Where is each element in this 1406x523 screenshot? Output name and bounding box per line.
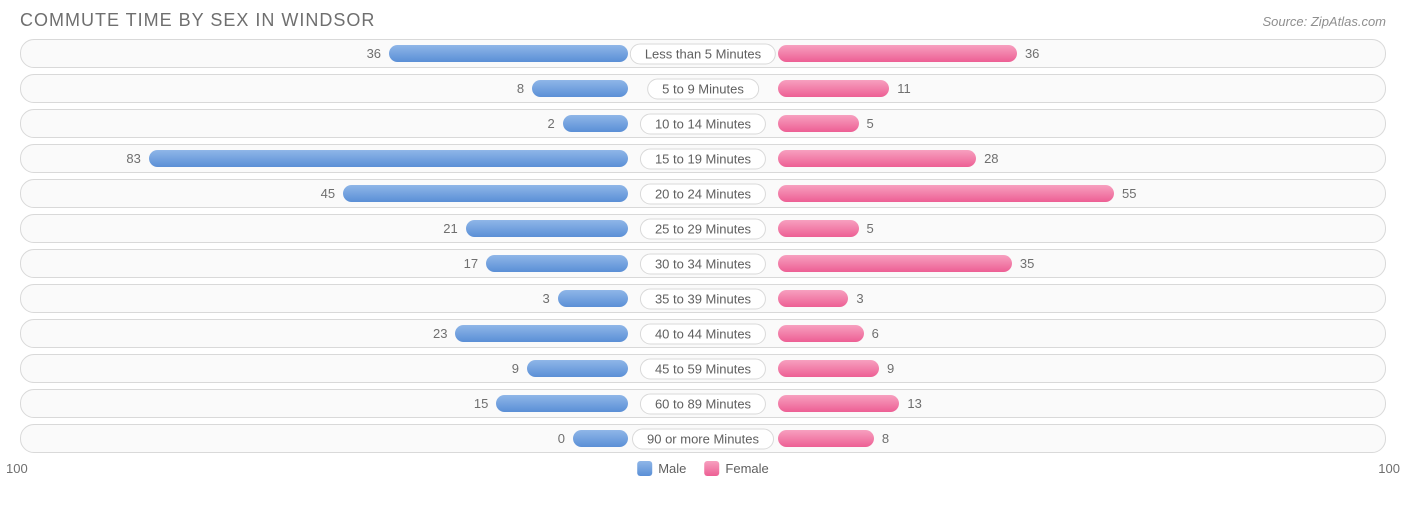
chart-row: 83 28 15 to 19 Minutes: [20, 144, 1386, 173]
chart-row: 45 55 20 to 24 Minutes: [20, 179, 1386, 208]
male-value: 3: [534, 291, 557, 306]
male-bar: [532, 80, 628, 97]
axis-max-right: 100: [1378, 461, 1400, 476]
female-bar: [778, 430, 874, 447]
female-value: 5: [859, 221, 882, 236]
male-bar: [149, 150, 628, 167]
chart-row: 17 35 30 to 34 Minutes: [20, 249, 1386, 278]
chart-row: 8 11 5 to 9 Minutes: [20, 74, 1386, 103]
female-bar: [778, 360, 879, 377]
male-swatch-icon: [637, 461, 652, 476]
female-value: 5: [859, 116, 882, 131]
female-value: 8: [874, 431, 897, 446]
male-value: 9: [504, 361, 527, 376]
category-label: 60 to 89 Minutes: [640, 393, 766, 414]
female-bar: [778, 45, 1017, 62]
female-value: 28: [976, 151, 1006, 166]
diverging-bar-chart: 3636Less than 5 Minutes8115 to 9 Minutes…: [0, 39, 1406, 453]
legend-item-male: Male: [637, 461, 686, 476]
female-bar: [778, 220, 859, 237]
chart-row: 23 6 40 to 44 Minutes: [20, 319, 1386, 348]
category-label: 25 to 29 Minutes: [640, 218, 766, 239]
category-label: 5 to 9 Minutes: [647, 78, 759, 99]
female-bar: [778, 395, 899, 412]
male-bar: [389, 45, 628, 62]
female-bar: [778, 150, 976, 167]
male-bar: [563, 115, 628, 132]
chart-title: COMMUTE TIME BY SEX IN WINDSOR: [20, 10, 375, 31]
legend: Male Female: [637, 461, 769, 476]
legend-female-label: Female: [725, 461, 768, 476]
category-label: 35 to 39 Minutes: [640, 288, 766, 309]
axis-row: 100 Male Female 100: [0, 459, 1406, 476]
legend-item-female: Female: [704, 461, 768, 476]
chart-row: 15 13 60 to 89 Minutes: [20, 389, 1386, 418]
female-bar: [778, 80, 889, 97]
female-swatch-icon: [704, 461, 719, 476]
axis-max-left: 100: [6, 461, 28, 476]
female-value: 55: [1114, 186, 1144, 201]
male-value: 2: [540, 116, 563, 131]
female-bar: [778, 185, 1114, 202]
female-bar: [778, 115, 859, 132]
female-value: 11: [889, 81, 919, 96]
chart-row: 0 8 90 or more Minutes: [20, 424, 1386, 453]
male-value: 23: [425, 326, 455, 341]
male-bar: [496, 395, 628, 412]
male-value: 36: [359, 46, 389, 61]
legend-male-label: Male: [658, 461, 686, 476]
male-bar: [343, 185, 628, 202]
female-bar: [778, 255, 1012, 272]
male-bar: [455, 325, 628, 342]
category-label: Less than 5 Minutes: [630, 43, 776, 64]
female-value: 13: [899, 396, 929, 411]
chart-row: 2 5 10 to 14 Minutes: [20, 109, 1386, 138]
male-bar: [558, 290, 628, 307]
category-label: 10 to 14 Minutes: [640, 113, 766, 134]
male-value: 8: [509, 81, 532, 96]
chart-row: 36 36 Less than 5 Minutes: [20, 39, 1386, 68]
category-label: 45 to 59 Minutes: [640, 358, 766, 379]
male-value: 45: [313, 186, 343, 201]
male-value: 21: [435, 221, 465, 236]
female-bar: [778, 325, 864, 342]
male-value: 83: [118, 151, 148, 166]
chart-row: 3 3 35 to 39 Minutes: [20, 284, 1386, 313]
male-bar: [466, 220, 628, 237]
chart-row: 9 9 45 to 59 Minutes: [20, 354, 1386, 383]
chart-row: 21 5 25 to 29 Minutes: [20, 214, 1386, 243]
source-attribution: Source: ZipAtlas.com: [1262, 14, 1386, 29]
female-bar: [778, 290, 848, 307]
female-value: 36: [1017, 46, 1047, 61]
category-label: 15 to 19 Minutes: [640, 148, 766, 169]
category-label: 90 or more Minutes: [632, 428, 774, 449]
female-value: 9: [879, 361, 902, 376]
female-value: 6: [864, 326, 887, 341]
female-value: 3: [848, 291, 871, 306]
category-label: 30 to 34 Minutes: [640, 253, 766, 274]
male-value: 15: [466, 396, 496, 411]
category-label: 40 to 44 Minutes: [640, 323, 766, 344]
male-bar: [527, 360, 628, 377]
female-value: 35: [1012, 256, 1042, 271]
male-value: 17: [456, 256, 486, 271]
male-value: 0: [550, 431, 573, 446]
category-label: 20 to 24 Minutes: [640, 183, 766, 204]
male-bar: [486, 255, 628, 272]
male-bar: [573, 430, 628, 447]
